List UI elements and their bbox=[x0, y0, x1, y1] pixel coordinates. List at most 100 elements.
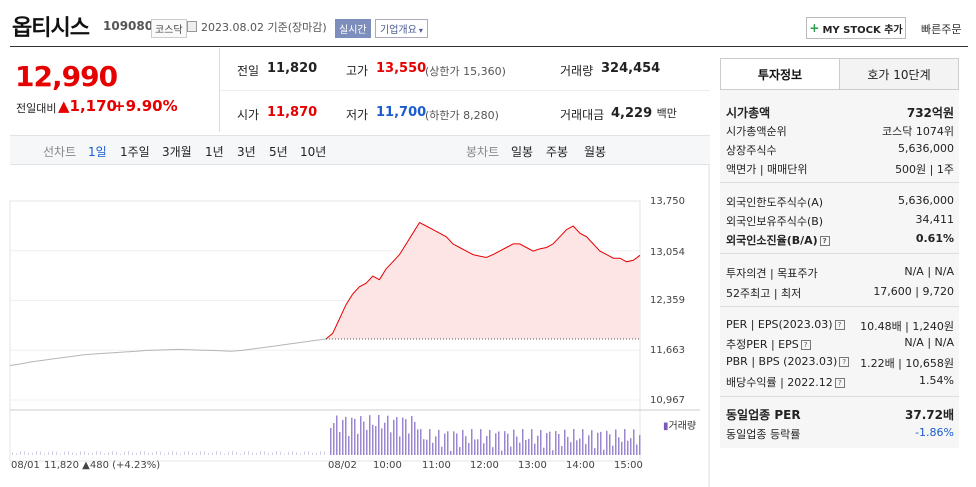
period-10y[interactable]: 10년 bbox=[300, 145, 327, 159]
volume-bar bbox=[363, 421, 365, 455]
volume-bar bbox=[16, 453, 17, 455]
date-text: 2023.08.02 기준(장마감) bbox=[201, 21, 327, 34]
volume-bar bbox=[459, 446, 461, 455]
y-tick: 12,359 bbox=[650, 295, 685, 306]
volume-bar bbox=[402, 417, 404, 455]
volume-bar bbox=[549, 431, 551, 455]
par-label: 액면가 | 매매단위 bbox=[726, 163, 808, 176]
volume-bar bbox=[519, 442, 521, 455]
volume-bar bbox=[498, 431, 500, 455]
tab-invest-info[interactable]: 투자정보 bbox=[721, 59, 839, 89]
volume-bar bbox=[136, 453, 137, 455]
volume-bar bbox=[357, 433, 359, 455]
help-icon[interactable]: ? bbox=[834, 320, 845, 330]
header-divider bbox=[10, 46, 968, 47]
volume-bar bbox=[396, 417, 398, 455]
volume-bar bbox=[256, 452, 257, 455]
volume-bar bbox=[252, 452, 253, 455]
market-cap-row: 시가총액 732억원 bbox=[726, 104, 954, 121]
volume-bar bbox=[316, 452, 317, 455]
help-icon[interactable]: ? bbox=[819, 236, 830, 246]
volume-label: 거래량 bbox=[560, 64, 594, 78]
tab-orderbook[interactable]: 호가 10단계 bbox=[839, 59, 958, 89]
volume-bar bbox=[447, 431, 449, 455]
foreign-ratio-row: 외국인소진율(B/A)? 0.61% bbox=[726, 232, 954, 248]
candle-weekly[interactable]: 주봉 bbox=[546, 145, 569, 159]
volume-bar bbox=[308, 451, 309, 455]
low-label: 저가 bbox=[346, 108, 369, 122]
volume-bar bbox=[531, 429, 533, 455]
prev-day-change: 480 bbox=[89, 460, 109, 471]
x-tick: 10:00 bbox=[373, 460, 402, 471]
foreign-hold-label: 외국인보유주식수(B) bbox=[726, 215, 824, 228]
volume-bar bbox=[429, 429, 431, 455]
volume-bar bbox=[304, 451, 305, 455]
x-tick: 15:00 bbox=[614, 460, 643, 471]
volume-bar bbox=[240, 453, 241, 455]
help-icon[interactable]: ? bbox=[800, 340, 811, 350]
price-chart[interactable] bbox=[0, 165, 710, 487]
volume-bar bbox=[116, 451, 117, 455]
candle-daily[interactable]: 일봉 bbox=[511, 145, 534, 159]
sector-per-row: 동일업종 PER 37.72배 bbox=[726, 406, 954, 423]
volume-bar bbox=[28, 452, 29, 455]
divider bbox=[720, 396, 959, 397]
volume-bar bbox=[372, 424, 374, 455]
plus-icon: + bbox=[809, 21, 820, 35]
volume-bar bbox=[20, 451, 21, 455]
volume-bar bbox=[68, 451, 69, 455]
volume-bar bbox=[393, 419, 395, 455]
prev-close-label: 전일 bbox=[237, 64, 260, 78]
volume-bar bbox=[184, 451, 185, 455]
period-5y[interactable]: 5년 bbox=[269, 145, 288, 159]
volume-bar bbox=[345, 416, 347, 455]
period-1w[interactable]: 1주일 bbox=[120, 145, 150, 159]
dividend-value: 1.54% bbox=[919, 374, 954, 387]
candle-monthly[interactable]: 월봉 bbox=[584, 145, 607, 159]
volume-bar bbox=[140, 451, 141, 455]
period-1d[interactable]: 1일 bbox=[88, 145, 107, 159]
divider bbox=[720, 182, 959, 183]
period-3m[interactable]: 3개월 bbox=[162, 145, 192, 159]
realtime-badge[interactable]: 실시간 bbox=[335, 19, 371, 38]
volume-bar bbox=[272, 452, 273, 455]
mystock-add-button[interactable]: + MY STOCK 추가 bbox=[806, 17, 906, 39]
volume-bar bbox=[495, 433, 497, 455]
volume-bar bbox=[152, 452, 153, 455]
volume-bar bbox=[312, 452, 313, 455]
volume-bar bbox=[168, 452, 169, 455]
y-tick: 10,967 bbox=[650, 395, 685, 406]
par-value: 500원 | 1주 bbox=[895, 163, 954, 176]
volume-bar bbox=[132, 452, 133, 455]
sector-rate-label[interactable]: 동일업종 등락률 bbox=[726, 428, 801, 441]
period-1y[interactable]: 1년 bbox=[205, 145, 224, 159]
fast-order-link[interactable]: 빠른주문 bbox=[921, 23, 962, 36]
period-3y[interactable]: 3년 bbox=[237, 145, 256, 159]
volume-value: 324,454 bbox=[601, 61, 661, 76]
volume-bar bbox=[260, 451, 261, 455]
company-overview-dropdown[interactable]: 기업개요 ▾ bbox=[375, 19, 428, 38]
help-icon[interactable]: ? bbox=[839, 357, 850, 367]
w52-row: 52주최고 | 최저 17,600 | 9,720 bbox=[726, 285, 954, 301]
volume-bar bbox=[588, 435, 590, 455]
volume-bar bbox=[450, 450, 452, 455]
volume-bar bbox=[228, 451, 229, 455]
volume-bar bbox=[465, 436, 467, 455]
volume-bar bbox=[72, 452, 73, 455]
volume-bar bbox=[492, 447, 494, 455]
volume-bar bbox=[423, 439, 425, 455]
volume-bar bbox=[414, 421, 416, 455]
volume-bar bbox=[56, 451, 57, 455]
volume-bar bbox=[156, 451, 157, 455]
volume-bar bbox=[567, 436, 569, 455]
sector-per-label[interactable]: 동일업종 PER bbox=[726, 408, 801, 422]
volume-bar bbox=[369, 415, 371, 455]
volume-bar bbox=[609, 434, 611, 455]
divider bbox=[720, 306, 959, 307]
today-line bbox=[325, 221, 641, 340]
market-cap-label: 시가총액 bbox=[726, 106, 771, 120]
help-icon[interactable]: ? bbox=[834, 378, 845, 388]
pbr-value: 1.22배 | 10,658원 bbox=[860, 357, 954, 370]
volume-bar bbox=[510, 446, 512, 455]
volume-bar bbox=[112, 451, 113, 455]
